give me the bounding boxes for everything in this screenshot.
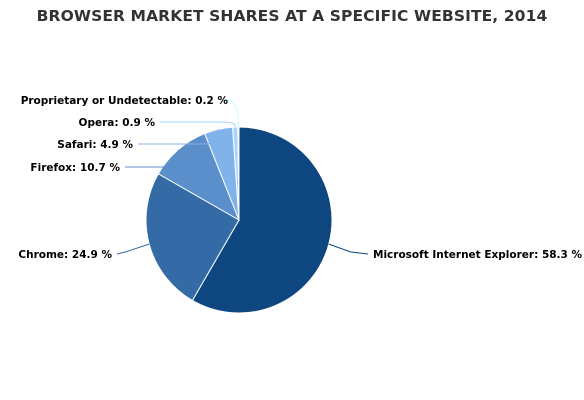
slice-label-opera: Opera: 0.9 % [79,117,156,129]
leader-line-chrome [117,244,149,254]
slice-label-chrome: Chrome: 24.9 % [18,249,112,261]
slice-label-firefox: Firefox: 10.7 % [30,162,120,174]
slice-label-safari: Safari: 4.9 % [57,139,133,151]
slice-label-microsoft-internet-explorer: Microsoft Internet Explorer: 58.3 % [373,249,583,261]
leader-line-microsoft-internet-explorer [329,244,368,254]
pie-slices [146,127,332,313]
leader-line-opera [160,122,235,127]
slice-label-proprietary-or-undetectable: Proprietary or Undetectable: 0.2 % [21,95,229,107]
